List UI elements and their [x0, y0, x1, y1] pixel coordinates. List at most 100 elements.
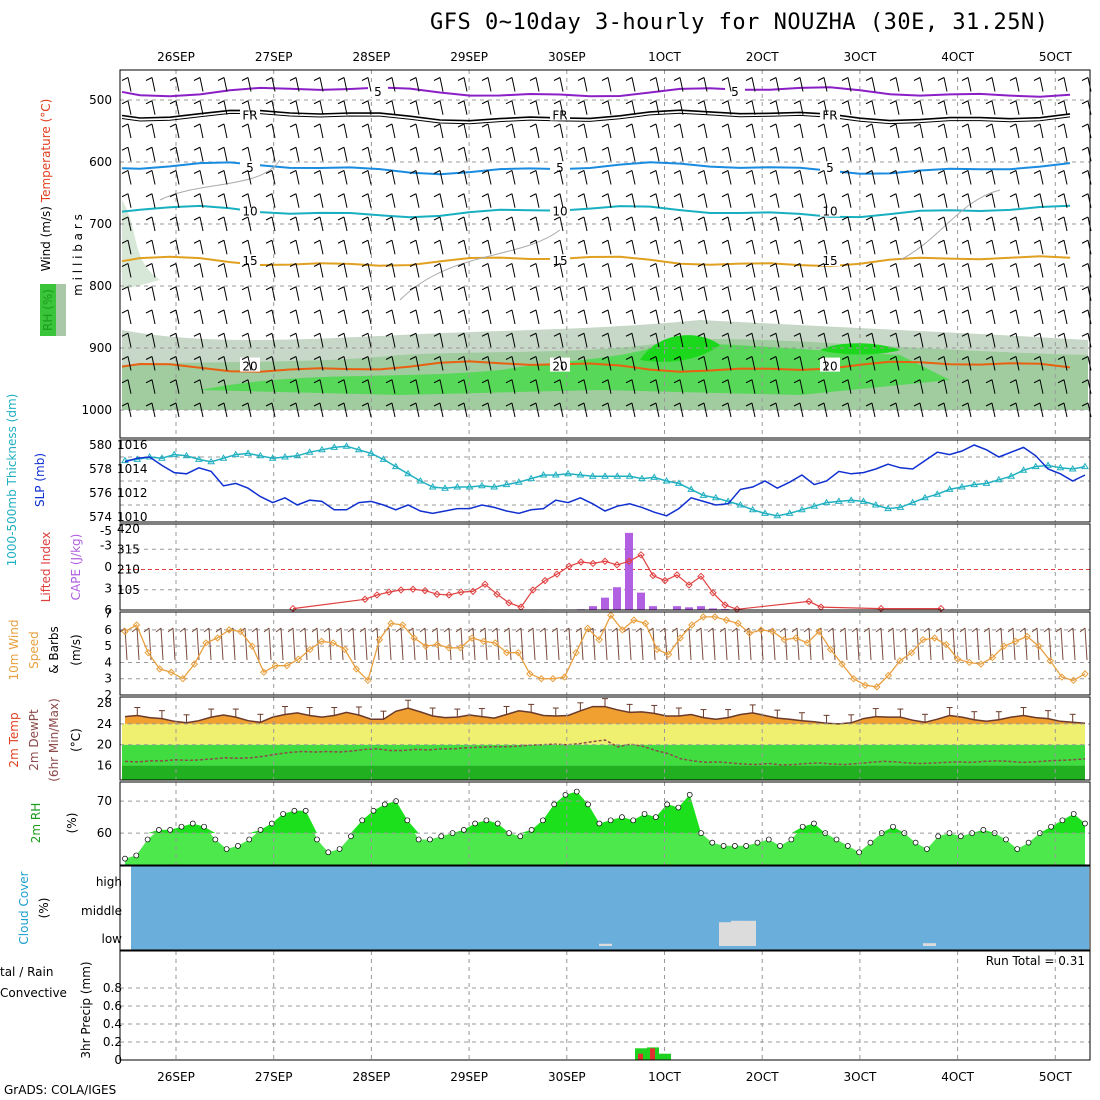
- wind-barb: [553, 356, 561, 360]
- thickness-marker: [1044, 461, 1052, 468]
- wind-speed-marker: [502, 648, 511, 657]
- wind-barb: [841, 356, 849, 360]
- wind-barb: [367, 240, 372, 255]
- wind-barb: [817, 356, 825, 360]
- wind-barb: [937, 263, 945, 267]
- wind-barb: [265, 239, 273, 244]
- wind-barb: [937, 170, 945, 174]
- wind-barb: [217, 77, 225, 81]
- surface-wind-barb: [388, 627, 392, 661]
- surface-wind-barb: [400, 627, 404, 661]
- thickness-marker: [994, 475, 1003, 483]
- wind-barb: [463, 286, 468, 301]
- wind-speed-marker: [1000, 642, 1008, 650]
- wind-barb: [607, 333, 612, 348]
- surface-wind-barb: [1043, 627, 1050, 633]
- wind-barb: [151, 240, 156, 255]
- wind-barb: [553, 286, 561, 291]
- wind-barb: [865, 239, 873, 244]
- wind-barb: [577, 193, 585, 198]
- axis-label: RH (%): [41, 289, 55, 331]
- surface-wind-barb: [947, 627, 954, 633]
- wind-barb: [799, 333, 804, 348]
- wind-barb: [727, 309, 732, 325]
- wind-speed-marker: [468, 634, 476, 642]
- wind-barb: [967, 379, 972, 394]
- wind-barb: [553, 77, 561, 81]
- axis-label: (%): [65, 813, 79, 834]
- thickness-marker: [970, 480, 979, 488]
- surface-wind-barb: [580, 627, 584, 661]
- wind-barb: [583, 100, 588, 115]
- wind-barb: [895, 240, 900, 255]
- wind-barb: [745, 216, 753, 221]
- wind-barb: [823, 77, 828, 92]
- surface-wind-barb: [784, 627, 788, 661]
- wind-barb: [817, 263, 825, 267]
- wind-barb: [433, 356, 441, 360]
- surface-wind-barb: [251, 627, 258, 633]
- wind-barb: [169, 216, 177, 221]
- wind-barb: [247, 147, 252, 162]
- wind-barb: [385, 123, 393, 128]
- wind-barb: [391, 100, 396, 115]
- rh-marker: [223, 846, 230, 852]
- wind-barb: [751, 123, 756, 139]
- wind-barb: [505, 239, 513, 244]
- wind-barb: [871, 147, 876, 162]
- wind-barb: [655, 216, 660, 232]
- wind-barb: [295, 356, 300, 371]
- wind-barb: [919, 77, 924, 92]
- date-tick-bottom: 30SEP: [548, 1070, 586, 1084]
- wind-barb: [703, 402, 708, 418]
- wind-barb: [865, 402, 873, 407]
- wind-barb: [919, 216, 924, 232]
- wind-barb: [847, 77, 852, 92]
- wind-barb: [889, 286, 897, 291]
- surface-wind-barb: [796, 627, 800, 661]
- wind-barb: [583, 309, 588, 325]
- wind-barb: [799, 286, 804, 301]
- thickness-marker: [490, 483, 499, 490]
- rh-marker: [235, 842, 241, 849]
- wind-barb: [655, 379, 660, 394]
- wind-barb: [583, 333, 588, 348]
- wind-barb: [511, 286, 516, 301]
- wind-barb: [487, 216, 492, 232]
- wind-barb: [457, 332, 465, 337]
- wind-barb: [553, 193, 561, 198]
- wind-barb: [919, 147, 924, 162]
- wind-barb: [625, 356, 633, 360]
- wind-barb: [487, 263, 492, 278]
- wind-barb: [625, 100, 633, 105]
- surface-wind-barb: [1055, 627, 1062, 633]
- wind-barb: [823, 356, 828, 371]
- wind-barb: [673, 356, 681, 360]
- wind-barb: [847, 402, 852, 418]
- surface-wind-barb: [551, 627, 558, 633]
- wind-barb: [895, 147, 900, 162]
- wind-barb: [625, 77, 633, 81]
- wind-barb: [1063, 147, 1068, 162]
- isotherm-line: [121, 255, 1071, 268]
- wind-barb: [391, 356, 396, 371]
- wind-speed-marker: [849, 675, 858, 683]
- thickness-marker: [465, 483, 474, 490]
- wind-speed-marker: [155, 665, 164, 673]
- wind-barb: [631, 77, 636, 92]
- wind-barb: [961, 356, 969, 360]
- wind-barb: [649, 286, 657, 291]
- wind-barb: [793, 239, 801, 244]
- wind-barb: [847, 147, 852, 162]
- wind-barb: [169, 356, 177, 360]
- wind-barb: [241, 379, 249, 384]
- wind-barb: [271, 286, 276, 301]
- wind-barb: [487, 170, 492, 185]
- wind-barb: [727, 193, 732, 208]
- date-tick-bottom: 1OCT: [648, 1070, 681, 1084]
- wind-barb: [415, 286, 420, 301]
- thickness-marker: [478, 481, 486, 489]
- wind-barb: [601, 123, 609, 128]
- wind-barb: [607, 170, 612, 185]
- wind-barb: [127, 286, 132, 301]
